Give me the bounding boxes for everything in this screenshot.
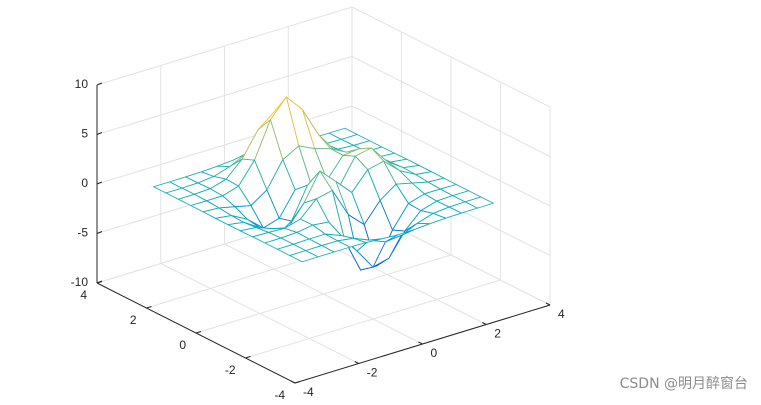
y-tick-label: 0 <box>179 338 186 352</box>
grid-line <box>351 105 551 207</box>
mesh-cell <box>289 250 319 263</box>
z-tick-label: -5 <box>77 226 88 240</box>
z-tick-label: 0 <box>81 176 88 190</box>
tick-mark <box>290 380 296 384</box>
grid-line <box>351 56 551 157</box>
axes: -10 -5 0 5 10 -4 -2 0 2 4 -4 -2 0 2 4 <box>71 77 565 402</box>
z-tick-label: 5 <box>81 127 88 141</box>
y-tick-label: -2 <box>225 363 236 377</box>
tick-mark <box>96 132 103 135</box>
x-tick-label: -2 <box>367 366 378 380</box>
x-tick-label: 0 <box>431 346 438 360</box>
tick-mark <box>96 181 103 185</box>
tick-mark <box>245 356 251 359</box>
grid-line <box>96 6 353 86</box>
grid-line <box>96 56 353 135</box>
y-tick-label: 4 <box>80 288 87 302</box>
y-tick-label: -4 <box>274 388 285 402</box>
x-tick-label: 2 <box>494 327 501 341</box>
x-tick-label: 4 <box>558 307 565 321</box>
mesh <box>153 96 494 271</box>
tick-mark <box>545 302 551 306</box>
z-tick-label: -10 <box>71 275 89 289</box>
grid-line <box>245 279 501 359</box>
tick-mark <box>146 306 152 309</box>
y-tick-label: 2 <box>130 313 137 327</box>
z-tick-label: 10 <box>75 77 89 91</box>
watermark: CSDN @明月醉窗台 <box>620 375 748 392</box>
tick-mark <box>418 341 423 345</box>
grid-line <box>351 6 551 108</box>
x-tick-label: -4 <box>303 385 314 399</box>
grid-line <box>195 254 452 334</box>
grid-line <box>96 105 353 185</box>
tick-mark <box>96 231 103 234</box>
tick-mark <box>294 381 301 384</box>
tick-mark <box>195 331 202 334</box>
tick-mark <box>354 361 359 364</box>
tick-mark <box>96 82 103 86</box>
tick-mark <box>482 322 487 325</box>
tick-mark <box>96 281 103 284</box>
